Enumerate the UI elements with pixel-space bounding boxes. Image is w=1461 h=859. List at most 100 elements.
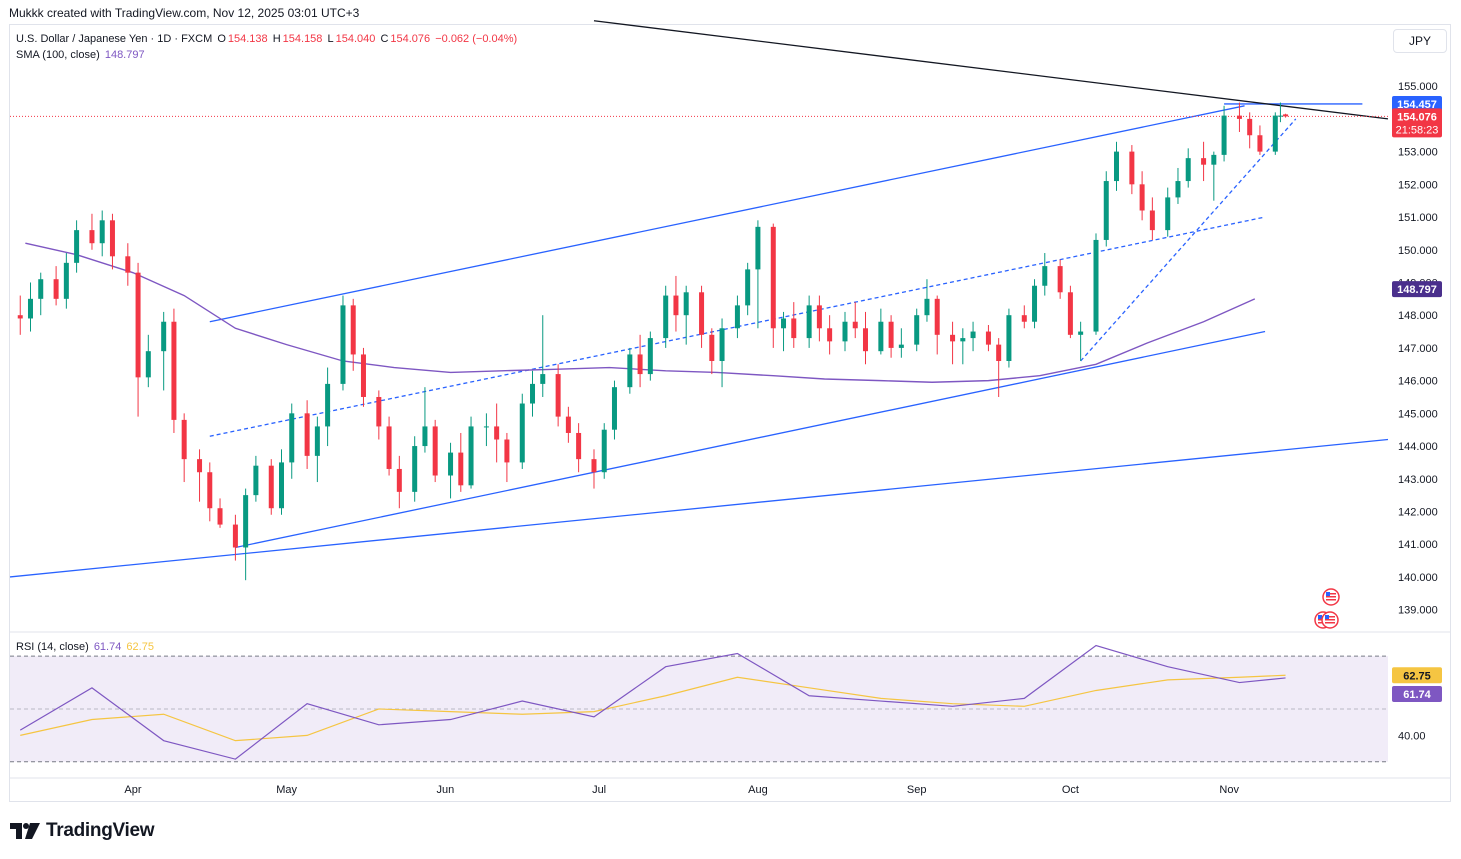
candle-body-97: [1175, 181, 1181, 198]
candle-body-36: [448, 452, 454, 476]
price-tick-label-8: 147.000: [1398, 343, 1438, 355]
candle-body-35: [432, 426, 438, 476]
candle-body-21: [268, 465, 274, 509]
candle-body-12: [161, 321, 167, 352]
price-tick-label-2: 153.000: [1398, 147, 1438, 159]
candle-body-55: [673, 295, 679, 316]
candle-body-19: [243, 495, 249, 548]
channel-lower-trendline: [235, 330, 1266, 549]
candle-body-105: [1272, 115, 1278, 152]
candle-body-4: [63, 262, 69, 299]
candle-body-54: [663, 295, 669, 339]
time-tick-label-0: Apr: [124, 784, 141, 796]
rsi-ma-line: [20, 674, 1286, 742]
candle-body-57: [699, 292, 705, 335]
last-price-tag-text-sub: 21:58:23: [1396, 124, 1439, 136]
upper-level-tag: [1392, 95, 1442, 112]
candle-body-90: [1093, 239, 1099, 332]
candle-body-59: [719, 328, 725, 361]
candle-body-18: [232, 524, 238, 548]
candle-body-1: [27, 298, 33, 319]
candle-body-42: [519, 403, 525, 463]
candle-body-69: [842, 321, 848, 342]
candle-body-106: [1277, 115, 1283, 117]
price-tick-label-11: 144.000: [1398, 441, 1438, 453]
candle-body-81: [985, 331, 991, 345]
sma-line: [25, 242, 1256, 383]
rsi-tag: [1392, 685, 1442, 702]
close-value: 154.076: [390, 33, 431, 45]
candle-body-47: [576, 432, 582, 460]
candle-body-102: [1236, 115, 1242, 119]
candle-body-61: [745, 269, 751, 306]
long-term-support-trendline: [9, 438, 1389, 578]
brand-name: TradingView: [46, 820, 155, 841]
candle-body-107: [1283, 114, 1289, 117]
candle-body-44: [540, 374, 546, 384]
price-tick-label-14: 141.000: [1398, 539, 1438, 551]
symbol-legend: U.S. Dollar / Japanese Yen · 1D · FXCM O…: [16, 33, 519, 45]
candle-body-34: [422, 426, 428, 447]
time-tick-label-6: Oct: [1062, 784, 1079, 796]
tradingview-logo[interactable]: TradingView: [10, 819, 155, 843]
candle-body-64: [781, 318, 787, 329]
candle-body-67: [816, 305, 822, 329]
candle-body-101: [1221, 115, 1227, 155]
candle-body-85: [1032, 285, 1038, 322]
candle-body-53: [647, 338, 653, 375]
close-label: C: [380, 33, 389, 45]
candle-body-77: [934, 298, 940, 335]
rsi-line: [19, 644, 1286, 760]
candle-body-89: [1078, 331, 1084, 335]
us-flag-event-icon[interactable]: [1322, 588, 1340, 606]
last-price-tag-text: 154.076: [1397, 111, 1437, 123]
candle-body-41: [504, 439, 510, 463]
candle-body-24: [304, 413, 310, 456]
candle-body-73: [888, 321, 894, 348]
high-label: H: [272, 33, 281, 45]
candle-body-87: [1057, 266, 1063, 293]
candle-body-49: [601, 429, 607, 473]
rsi-legend[interactable]: RSI (14, close) 61.74 62.75: [16, 641, 156, 653]
candle-body-13: [171, 321, 177, 420]
candle-body-79: [960, 338, 966, 342]
candle-body-56: [683, 292, 689, 316]
candle-body-25: [314, 426, 320, 456]
candle-body-16: [207, 472, 213, 509]
sma-legend[interactable]: SMA (100, close) 148.797: [16, 49, 147, 61]
candle-body-0: [17, 315, 23, 319]
symbol-title[interactable]: U.S. Dollar / Japanese Yen · 1D · FXCM: [16, 33, 213, 45]
time-tick-label-5: Sep: [907, 784, 927, 796]
rsi-ma-tag-text: 62.75: [1403, 670, 1431, 682]
candle-body-46: [565, 416, 571, 433]
candle-body-86: [1042, 266, 1048, 286]
upper-level-tag-text: 154.457: [1397, 99, 1437, 111]
time-tick-label-2: Jun: [437, 784, 455, 796]
low-label: L: [327, 33, 334, 45]
candle-body-78: [950, 334, 956, 342]
us-flag-event-icon[interactable]: [1321, 611, 1339, 629]
candle-body-23: [289, 413, 295, 463]
sma-tag: [1392, 281, 1442, 298]
candle-body-28: [350, 305, 356, 355]
price-tick-label-5: 150.000: [1398, 245, 1438, 257]
candle-body-93: [1129, 151, 1135, 185]
price-tick-label-16: 139.000: [1398, 605, 1438, 617]
candle-body-58: [709, 334, 715, 361]
candle-body-80: [970, 331, 976, 339]
price-tick-label-7: 148.000: [1398, 310, 1438, 322]
rsi-tag-text: 61.74: [1403, 689, 1431, 701]
candle-body-82: [996, 344, 1002, 361]
chart-frame: [9, 24, 1451, 802]
sma-tag-text: 148.797: [1397, 284, 1437, 296]
candle-body-26: [325, 383, 331, 427]
sma-label: SMA (100, close): [16, 49, 100, 61]
currency-button[interactable]: JPY: [1393, 29, 1447, 53]
candle-body-60: [734, 305, 740, 329]
candle-body-92: [1113, 151, 1119, 182]
open-value: 154.138: [227, 33, 268, 45]
change-value: −0.062 (−0.04%): [435, 33, 518, 45]
candle-body-83: [1006, 315, 1012, 361]
time-tick-label-1: May: [276, 784, 297, 796]
